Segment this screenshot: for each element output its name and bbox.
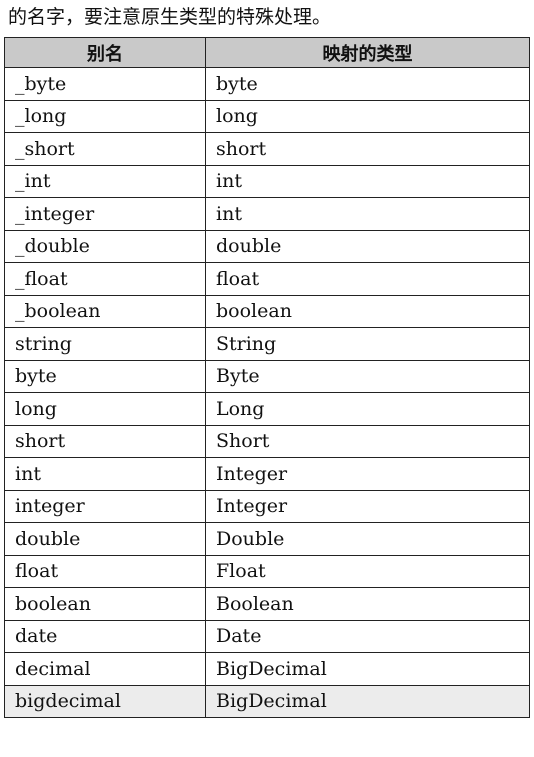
table-row: integer Integer (4, 489, 530, 523)
table-row: short Short (4, 424, 530, 458)
mapped-type-cell: String (205, 327, 530, 361)
mapped-type-cell: Float (205, 554, 530, 588)
alias-cell: _integer (4, 197, 206, 231)
table-row: date Date (4, 619, 530, 653)
table-row: decimal BigDecimal (4, 652, 530, 686)
header-alias: 别名 (4, 37, 206, 68)
alias-cell: long (4, 392, 206, 426)
alias-cell: int (4, 457, 206, 491)
table-row: _long long (4, 99, 530, 133)
mapped-type-cell: short (205, 132, 530, 166)
alias-cell: bigdecimal (4, 684, 206, 718)
table-row: _boolean boolean (4, 294, 530, 328)
mapped-type-cell: Boolean (205, 587, 530, 621)
intro-text: 的名字，要注意原生类型的特殊处理。 (8, 6, 332, 28)
alias-cell: _long (4, 99, 206, 133)
mapped-type-cell: BigDecimal (205, 684, 530, 718)
mapped-type-cell: long (205, 99, 530, 133)
mapped-type-cell: boolean (205, 294, 530, 328)
alias-cell: byte (4, 359, 206, 393)
alias-cell: float (4, 554, 206, 588)
header-mapped-type: 映射的类型 (205, 37, 530, 68)
table-row: _double double (4, 229, 530, 263)
mapped-type-cell: Double (205, 522, 530, 556)
type-alias-table-container: 别名 映射的类型 _byte byte _long long _short short _i… (4, 37, 530, 718)
mapped-type-cell: byte (205, 67, 530, 101)
alias-cell: double (4, 522, 206, 556)
alias-cell: short (4, 424, 206, 458)
alias-cell: string (4, 327, 206, 361)
table-row: int Integer (4, 457, 530, 491)
alias-cell: decimal (4, 652, 206, 686)
table-row: _float float (4, 262, 530, 296)
mapped-type-cell: Byte (205, 359, 530, 393)
mapped-type-cell: double (205, 229, 530, 263)
table-row: _integer int (4, 197, 530, 231)
mapped-type-cell: Integer (205, 489, 530, 523)
mapped-type-cell: Short (205, 424, 530, 458)
alias-cell: _byte (4, 67, 206, 101)
alias-cell: _double (4, 229, 206, 263)
table-row: boolean Boolean (4, 587, 530, 621)
table-header: 别名 映射的类型 (4, 37, 530, 68)
table-row: bigdecimal BigDecimal (4, 684, 530, 718)
alias-cell: _short (4, 132, 206, 166)
table-row: double Double (4, 522, 530, 556)
alias-cell: integer (4, 489, 206, 523)
table-row: string String (4, 327, 530, 361)
type-alias-table: 别名 映射的类型 _byte byte _long long _short short _i… (4, 37, 530, 718)
alias-cell: _float (4, 262, 206, 296)
alias-cell: boolean (4, 587, 206, 621)
mapped-type-cell: BigDecimal (205, 652, 530, 686)
alias-cell: _boolean (4, 294, 206, 328)
table-row: float Float (4, 554, 530, 588)
mapped-type-cell: int (205, 197, 530, 231)
mapped-type-cell: Integer (205, 457, 530, 491)
mapped-type-cell: float (205, 262, 530, 296)
alias-cell: _int (4, 164, 206, 198)
table-row: _byte byte (4, 67, 530, 101)
mapped-type-cell: Long (205, 392, 530, 426)
table-row: _short short (4, 132, 530, 166)
mapped-type-cell: int (205, 164, 530, 198)
table-row: byte Byte (4, 359, 530, 393)
alias-cell: date (4, 619, 206, 653)
table-row: _int int (4, 164, 530, 198)
table-header-row: 别名 映射的类型 (4, 37, 530, 68)
table-row: long Long (4, 392, 530, 426)
mapped-type-cell: Date (205, 619, 530, 653)
table-body: _byte byte _long long _short short _int int _int… (4, 67, 530, 718)
